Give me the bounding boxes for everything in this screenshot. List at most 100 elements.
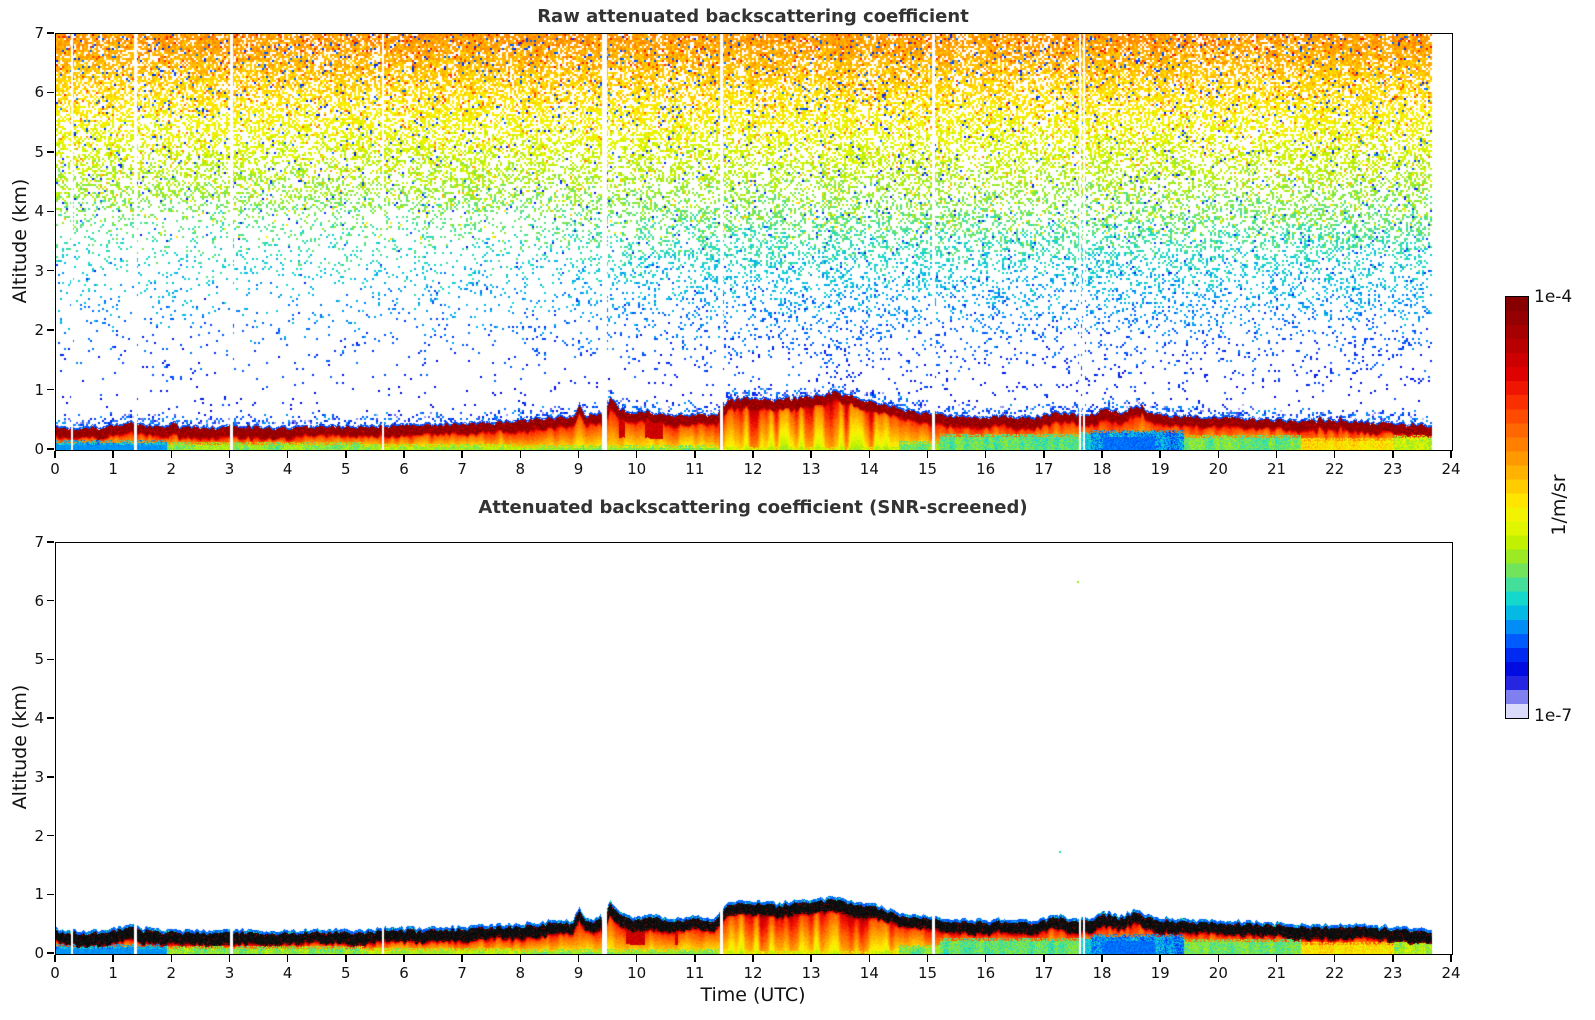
- x-tick-label: 11: [685, 964, 705, 982]
- y-tick: [46, 269, 54, 272]
- x-tick: [519, 954, 522, 962]
- x-tick-label: 13: [801, 964, 821, 982]
- y-tick-label: 2: [34, 321, 44, 340]
- y-tick-label: 0: [34, 944, 44, 962]
- x-tick: [1043, 954, 1045, 962]
- y-tick: [46, 599, 54, 602]
- x-tick-label: 23: [1383, 964, 1403, 982]
- heatmap-canvas-screened: [56, 543, 1452, 954]
- x-tick: [403, 450, 405, 458]
- x-tick: [694, 450, 696, 458]
- y-tick: [46, 210, 54, 213]
- x-tick: [112, 954, 114, 962]
- x-axis-label: Time (UTC): [700, 984, 806, 1006]
- y-axis-label-screened: Altitude (km): [9, 684, 31, 810]
- y-tick: [46, 32, 54, 34]
- y-tick: [46, 776, 54, 778]
- x-tick: [1450, 954, 1452, 962]
- x-tick-label: 14: [859, 460, 879, 478]
- x-tick-label: 20: [1208, 460, 1228, 478]
- x-tick: [345, 450, 347, 458]
- x-tick-label: 17: [1034, 964, 1054, 982]
- x-tick-label: 19: [1150, 964, 1170, 982]
- x-tick-label: 14: [859, 964, 879, 982]
- x-tick-label: 18: [1092, 460, 1112, 478]
- x-tick-label: 15: [917, 964, 938, 982]
- colorbar-units-label: 1/m/sr: [1548, 474, 1570, 536]
- y-tick-label: 3: [34, 767, 44, 786]
- x-tick-label: 10: [627, 460, 647, 478]
- x-tick: [1159, 954, 1161, 962]
- y-tick-label: 3: [34, 261, 44, 280]
- x-tick: [577, 954, 580, 962]
- x-tick: [228, 954, 231, 962]
- heatmap-canvas-raw: [56, 34, 1452, 450]
- y-tick: [46, 151, 54, 153]
- x-tick-label: 16: [976, 460, 996, 478]
- x-tick: [519, 450, 522, 458]
- x-tick-label: 5: [341, 964, 351, 982]
- y-tick-label: 5: [34, 142, 44, 161]
- x-tick: [1275, 450, 1278, 458]
- x-tick: [286, 954, 289, 962]
- x-tick-label: 8: [515, 460, 526, 478]
- x-tick: [1217, 450, 1220, 458]
- x-tick: [228, 450, 231, 458]
- x-tick: [577, 450, 580, 458]
- x-tick-label: 0: [50, 964, 60, 982]
- x-tick: [1101, 954, 1103, 962]
- y-tick-label: 7: [34, 533, 44, 551]
- x-tick: [810, 450, 812, 458]
- x-tick-label: 9: [573, 460, 584, 478]
- x-tick-label: 16: [976, 964, 996, 982]
- x-tick-label: 23: [1383, 460, 1403, 478]
- x-tick: [694, 954, 696, 962]
- y-tick-label: 6: [34, 591, 44, 610]
- y-tick: [46, 541, 54, 543]
- x-tick-label: 6: [399, 964, 409, 982]
- panel-title-raw: Raw attenuated backscattering coefficien…: [537, 6, 969, 27]
- x-tick-label: 4: [282, 460, 293, 478]
- x-tick: [810, 954, 812, 962]
- x-tick-label: 22: [1325, 964, 1345, 982]
- x-tick-label: 4: [282, 964, 293, 982]
- y-tick: [46, 717, 54, 719]
- x-tick-label: 19: [1150, 460, 1170, 478]
- x-tick: [1450, 450, 1452, 458]
- y-tick-label: 6: [34, 83, 44, 102]
- x-tick-label: 2: [166, 964, 177, 982]
- y-axis-label-raw: Altitude (km): [9, 178, 31, 304]
- x-tick: [54, 954, 56, 962]
- x-tick-label: 24: [1441, 460, 1461, 478]
- x-tick: [112, 450, 114, 458]
- x-tick: [868, 954, 871, 962]
- y-tick-label: 0: [34, 440, 44, 458]
- x-tick-label: 12: [743, 460, 763, 478]
- x-tick-label: 10: [627, 964, 647, 982]
- x-tick: [286, 450, 289, 458]
- x-tick-label: 1: [108, 964, 118, 982]
- colorbar: [1505, 296, 1529, 719]
- x-tick-label: 18: [1092, 964, 1112, 982]
- y-tick: [46, 834, 54, 837]
- colorbar-max-label: 1e-4: [1534, 287, 1573, 307]
- x-tick-label: 1: [108, 460, 118, 478]
- x-tick: [635, 954, 638, 962]
- y-tick: [46, 329, 54, 331]
- x-tick: [984, 954, 987, 962]
- x-tick-label: 3: [224, 460, 235, 478]
- x-tick: [752, 450, 754, 458]
- x-tick-label: 17: [1034, 460, 1054, 478]
- x-tick-label: 5: [341, 460, 351, 478]
- x-tick: [1392, 954, 1394, 962]
- x-tick-label: 21: [1266, 964, 1287, 982]
- plot-area-screened: [55, 542, 1453, 955]
- x-tick: [403, 954, 405, 962]
- x-tick: [170, 954, 173, 962]
- y-tick: [46, 658, 54, 661]
- panel-title-screened: Attenuated backscattering coefficient (S…: [478, 497, 1028, 518]
- y-tick-label: 5: [34, 650, 44, 669]
- x-tick: [926, 450, 929, 458]
- x-tick-label: 0: [50, 460, 60, 478]
